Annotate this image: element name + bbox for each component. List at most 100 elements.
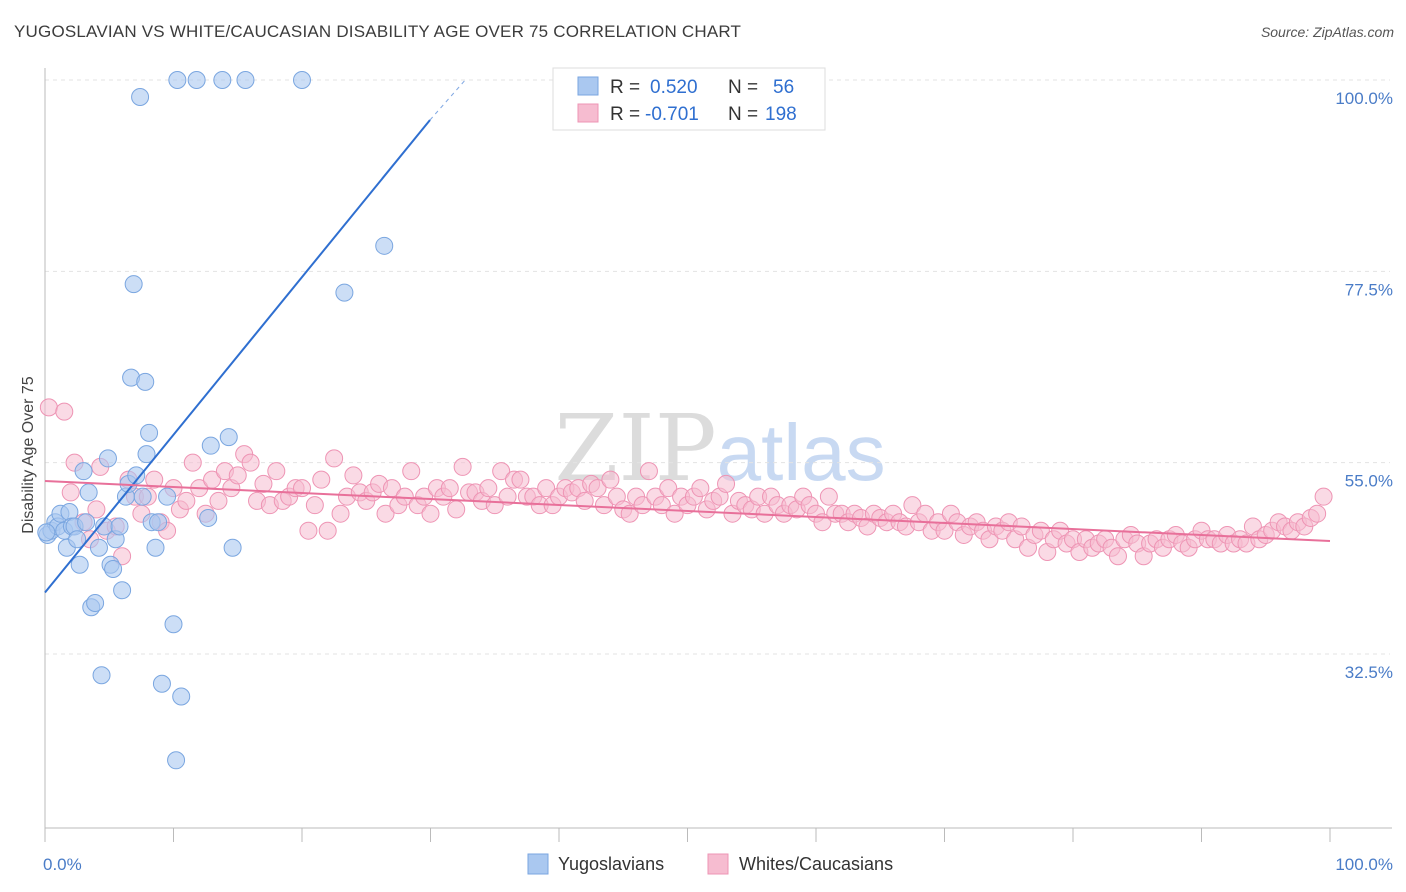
data-point-yugoslavian bbox=[146, 538, 165, 557]
x-tick-labels: 0.0% 100.0% bbox=[43, 855, 1393, 874]
data-point-yugoslavian bbox=[140, 423, 159, 442]
data-point-yugoslavian bbox=[92, 666, 111, 685]
data-point-white-caucasian bbox=[241, 453, 260, 472]
data-point-white-caucasian bbox=[145, 470, 164, 489]
data-point-yugoslavian bbox=[113, 581, 132, 600]
data-point-white-caucasian bbox=[659, 479, 678, 498]
data-point-white-caucasian bbox=[639, 462, 658, 481]
data-point-white-caucasian bbox=[376, 504, 395, 523]
data-point-white-caucasian bbox=[492, 462, 511, 481]
data-point-white-caucasian bbox=[447, 500, 466, 519]
data-point-yugoslavian bbox=[172, 687, 191, 706]
data-point-yugoslavian bbox=[293, 71, 311, 89]
data-point-white-caucasian bbox=[498, 487, 517, 506]
data-point-white-caucasian bbox=[819, 487, 838, 506]
data-point-yugoslavian bbox=[236, 71, 255, 89]
x-tick-label: 100.0% bbox=[1335, 855, 1393, 874]
source-label: Source: ZipAtlas.com bbox=[1260, 24, 1394, 40]
data-point-yugoslavian bbox=[223, 538, 242, 557]
y-tick-label: 100.0% bbox=[1335, 89, 1393, 108]
data-point-white-caucasian bbox=[254, 474, 273, 493]
data-point-white-caucasian bbox=[717, 474, 736, 493]
y-axis-label: Disability Age Over 75 bbox=[20, 376, 37, 534]
data-point-white-caucasian bbox=[177, 491, 196, 510]
data-point-white-caucasian bbox=[1308, 504, 1327, 523]
bottom-legend-whites: Whites/Caucasians bbox=[739, 854, 893, 874]
data-point-white-caucasian bbox=[325, 449, 344, 468]
data-point-white-caucasian bbox=[87, 500, 106, 519]
trend-lines bbox=[44, 77, 1331, 594]
data-point-white-caucasian bbox=[39, 398, 58, 417]
legend-n-value: 56 bbox=[773, 77, 794, 98]
data-point-white-caucasian bbox=[453, 457, 472, 476]
data-point-yugoslavian bbox=[37, 523, 56, 542]
data-point-white-caucasian bbox=[1108, 547, 1127, 566]
data-point-white-caucasian bbox=[267, 462, 286, 481]
data-point-yugoslavian bbox=[133, 487, 152, 506]
data-point-yugoslavian bbox=[127, 466, 146, 485]
data-point-white-caucasian bbox=[402, 462, 421, 481]
x-tick-label: 0.0% bbox=[43, 855, 82, 874]
data-point-yugoslavian bbox=[375, 236, 394, 255]
legend-n-label: N = bbox=[728, 104, 758, 125]
legend: R = 0.520 N = 56 R = -0.701 N = 198 bbox=[552, 67, 826, 131]
data-point-yugoslavian bbox=[149, 513, 168, 532]
data-point-white-caucasian bbox=[344, 466, 363, 485]
y-tick-label: 32.5% bbox=[1345, 663, 1393, 682]
data-point-white-caucasian bbox=[601, 470, 620, 489]
y-tick-label: 55.0% bbox=[1345, 472, 1393, 491]
data-point-white-caucasian bbox=[511, 470, 530, 489]
bottom-legend-yugoslavians: Yugoslavians bbox=[558, 854, 664, 874]
legend-n-label: N = bbox=[728, 77, 758, 98]
gridlines bbox=[45, 79, 1390, 655]
legend-swatch-blue bbox=[577, 76, 599, 96]
data-point-yugoslavian bbox=[199, 508, 218, 527]
data-point-yugoslavian bbox=[89, 538, 108, 557]
legend-r-value: -0.701 bbox=[645, 104, 699, 125]
data-point-white-caucasian bbox=[440, 479, 459, 498]
data-point-white-caucasian bbox=[183, 453, 202, 472]
data-point-yugoslavian bbox=[164, 615, 183, 634]
legend-r-label: R = bbox=[610, 104, 640, 125]
data-point-yugoslavian bbox=[187, 71, 206, 89]
data-point-yugoslavian bbox=[158, 487, 177, 506]
data-point-yugoslavian bbox=[124, 275, 143, 294]
data-point-white-caucasian bbox=[691, 479, 710, 498]
data-point-white-caucasian bbox=[318, 521, 337, 540]
data-point-yugoslavian bbox=[167, 751, 186, 770]
data-point-yugoslavian bbox=[137, 445, 156, 464]
data-point-white-caucasian bbox=[594, 496, 613, 515]
data-point-white-caucasian bbox=[903, 496, 922, 515]
data-point-white-caucasian bbox=[299, 521, 318, 540]
legend-r-label: R = bbox=[610, 77, 640, 98]
data-point-white-caucasian bbox=[421, 504, 440, 523]
yugoslavian-points bbox=[37, 71, 394, 770]
data-point-yugoslavian bbox=[201, 436, 220, 455]
data-point-yugoslavian bbox=[77, 513, 96, 532]
legend-n-value: 198 bbox=[765, 104, 797, 125]
legend-r-value: 0.520 bbox=[650, 77, 698, 98]
data-point-white-caucasian bbox=[479, 479, 498, 498]
data-point-yugoslavian bbox=[335, 283, 354, 302]
data-point-yugoslavian bbox=[79, 483, 98, 502]
data-point-yugoslavian bbox=[68, 530, 87, 549]
data-point-yugoslavian bbox=[136, 372, 155, 391]
data-point-white-caucasian bbox=[61, 483, 80, 502]
data-point-yugoslavian bbox=[131, 88, 150, 107]
bottom-legend-swatch-blue bbox=[527, 853, 549, 875]
legend-swatch-pink bbox=[577, 103, 599, 123]
data-point-yugoslavian bbox=[219, 428, 238, 447]
trend-line-whites bbox=[44, 480, 1331, 542]
trend-line-yugoslavians-extension bbox=[429, 77, 468, 121]
data-point-yugoslavian bbox=[70, 555, 89, 574]
data-point-white-caucasian bbox=[331, 504, 350, 523]
data-point-white-caucasian bbox=[1314, 487, 1333, 506]
axes bbox=[44, 68, 1392, 842]
y-tick-labels: 100.0% 77.5% 55.0% 32.5% bbox=[1335, 89, 1393, 682]
data-point-yugoslavian bbox=[168, 71, 187, 89]
data-point-yugoslavian bbox=[110, 517, 129, 536]
y-tick-label: 77.5% bbox=[1345, 280, 1393, 299]
data-point-yugoslavian bbox=[98, 449, 117, 468]
data-point-yugoslavian bbox=[213, 71, 232, 89]
